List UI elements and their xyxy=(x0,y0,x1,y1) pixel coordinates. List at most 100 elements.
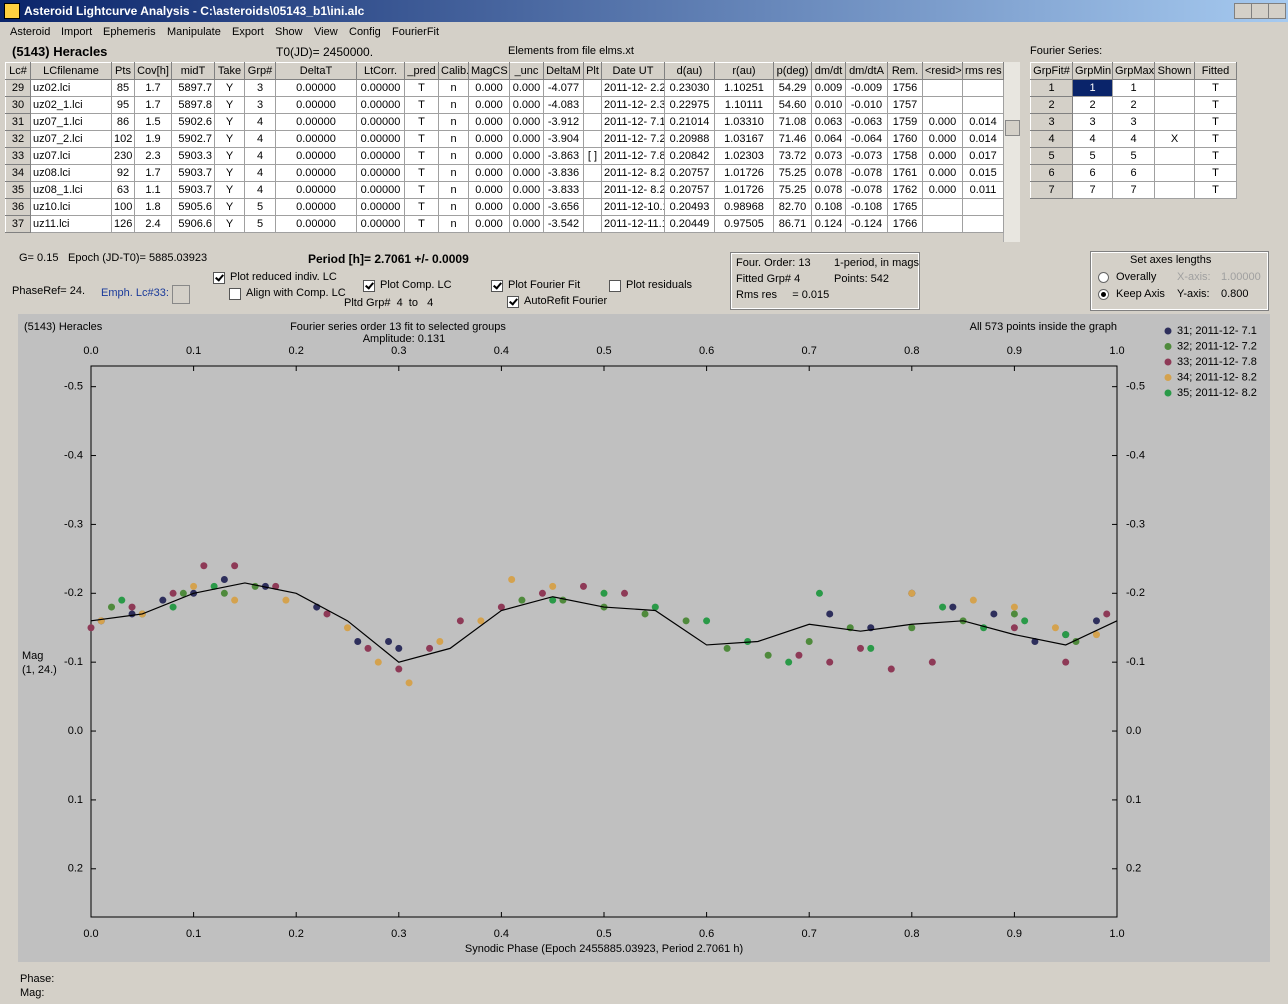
table-cell[interactable]: 1.03167 xyxy=(714,130,774,148)
menu-item[interactable]: Config xyxy=(349,26,381,38)
checkbox[interactable] xyxy=(229,288,241,300)
table-cell[interactable]: 0.015 xyxy=(962,164,1004,182)
checkbox[interactable] xyxy=(363,280,375,292)
table-cell[interactable]: -3.833 xyxy=(543,181,584,199)
table-cell[interactable]: 2011-12-11.1 xyxy=(601,215,665,233)
table-cell[interactable]: 4 xyxy=(244,130,276,148)
table-cell[interactable]: n xyxy=(438,198,469,216)
table-cell[interactable]: -0.009 xyxy=(845,79,888,97)
table-cell[interactable]: 0.21014 xyxy=(664,113,715,131)
table-cell[interactable]: 0.000 xyxy=(468,164,510,182)
table-cell[interactable]: 0.20842 xyxy=(664,147,715,165)
table-cell[interactable]: X xyxy=(1154,130,1195,148)
table-cell[interactable]: 1.7 xyxy=(134,164,172,182)
column-header[interactable]: DeltaM xyxy=(543,62,584,80)
table-cell[interactable]: T xyxy=(404,147,439,165)
table-cell[interactable]: 71.08 xyxy=(773,113,812,131)
table-cell[interactable]: n xyxy=(438,79,469,97)
table-cell[interactable]: 1.03310 xyxy=(714,113,774,131)
checkbox-label[interactable]: Align with Comp. LC xyxy=(246,287,346,299)
table-cell[interactable]: T xyxy=(404,215,439,233)
table-cell[interactable] xyxy=(1154,113,1195,131)
table-cell[interactable]: 1766 xyxy=(887,215,923,233)
table-cell[interactable]: 0.00000 xyxy=(356,215,405,233)
table-cell[interactable]: 0.000 xyxy=(509,181,544,199)
checkbox[interactable] xyxy=(507,296,519,308)
table-cell[interactable]: -0.108 xyxy=(845,198,888,216)
table-cell[interactable]: 7 xyxy=(1030,181,1073,199)
table-cell[interactable] xyxy=(583,130,602,148)
table-cell[interactable]: 0.00000 xyxy=(275,198,357,216)
table-cell[interactable]: -0.078 xyxy=(845,164,888,182)
table-cell[interactable]: 0.000 xyxy=(468,113,510,131)
table-cell[interactable]: n xyxy=(438,147,469,165)
table-cell[interactable]: 0.000 xyxy=(509,130,544,148)
table-cell[interactable]: 1.02303 xyxy=(714,147,774,165)
column-header[interactable]: GrpMin xyxy=(1072,62,1113,80)
table-cell[interactable]: 5 xyxy=(1072,147,1113,165)
table-cell[interactable] xyxy=(583,79,602,97)
table-cell[interactable]: 0.000 xyxy=(468,130,510,148)
table-cell[interactable]: 2011-12- 7.8 xyxy=(601,147,665,165)
column-header[interactable]: rms res xyxy=(962,62,1004,80)
table-cell[interactable]: 2011-12- 8.2 xyxy=(601,164,665,182)
table-cell[interactable]: uz08_1.lci xyxy=(30,181,112,199)
table-cell[interactable]: 29 xyxy=(5,79,31,97)
table-cell[interactable]: 1.01726 xyxy=(714,181,774,199)
table-cell[interactable]: 1 xyxy=(1072,79,1113,97)
table-cell[interactable]: 0.000 xyxy=(468,96,510,114)
table-cell[interactable]: 0.014 xyxy=(962,130,1004,148)
table-cell[interactable]: 0.23030 xyxy=(664,79,715,97)
table-cell[interactable]: Y xyxy=(214,181,245,199)
table-cell[interactable]: uz02_1.lci xyxy=(30,96,112,114)
table-cell[interactable]: 4 xyxy=(244,113,276,131)
table-cell[interactable]: 5 xyxy=(244,215,276,233)
table-cell[interactable]: 0.000 xyxy=(468,215,510,233)
scroll-thumb[interactable] xyxy=(1005,120,1020,136)
table-cell[interactable]: Y xyxy=(214,147,245,165)
table-cell[interactable]: 1.10111 xyxy=(714,96,774,114)
column-header[interactable]: dm/dtA xyxy=(845,62,888,80)
table-cell[interactable]: T xyxy=(1194,147,1237,165)
table-cell[interactable]: -4.077 xyxy=(543,79,584,97)
table-cell[interactable]: 4 xyxy=(1072,130,1113,148)
column-header[interactable]: midT xyxy=(171,62,215,80)
table-cell[interactable]: -0.063 xyxy=(845,113,888,131)
radio[interactable] xyxy=(1098,289,1109,300)
table-cell[interactable]: -3.656 xyxy=(543,198,584,216)
table-cell[interactable]: 5903.3 xyxy=(171,147,215,165)
table-cell[interactable]: 54.60 xyxy=(773,96,812,114)
table-cell[interactable]: T xyxy=(404,164,439,182)
table-cell[interactable]: 6 xyxy=(1112,164,1155,182)
table-cell[interactable]: 2011-12- 2.2 xyxy=(601,79,665,97)
table-cell[interactable] xyxy=(962,96,1004,114)
table-cell[interactable]: 0.00000 xyxy=(356,96,405,114)
table-cell[interactable]: 1760 xyxy=(887,130,923,148)
table-cell[interactable]: 0.000 xyxy=(468,198,510,216)
table-row[interactable]: 35 uz08_1.lci 63 1.1 5903.7 Y 4 0.00000 0.00000 T… xyxy=(5,181,1004,199)
table-cell[interactable]: 230 xyxy=(111,147,135,165)
table-cell[interactable] xyxy=(922,96,963,114)
table-cell[interactable]: 92 xyxy=(111,164,135,182)
column-header[interactable]: GrpMax xyxy=(1112,62,1155,80)
table-cell[interactable]: 1 xyxy=(1030,79,1073,97)
table-cell[interactable]: 0.20449 xyxy=(664,215,715,233)
column-header[interactable]: _pred xyxy=(404,62,439,80)
table-cell[interactable]: uz02.lci xyxy=(30,79,112,97)
table-cell[interactable]: T xyxy=(1194,113,1237,131)
table-cell[interactable] xyxy=(583,113,602,131)
table-cell[interactable]: 0.20757 xyxy=(664,164,715,182)
table-cell[interactable]: T xyxy=(404,181,439,199)
table-cell[interactable]: 3 xyxy=(1030,113,1073,131)
table-cell[interactable]: 0.014 xyxy=(962,113,1004,131)
table-cell[interactable]: n xyxy=(438,96,469,114)
table-cell[interactable]: T xyxy=(1194,79,1237,97)
table-cell[interactable]: 33 xyxy=(5,147,31,165)
table-cell[interactable]: 2011-12- 2.3 xyxy=(601,96,665,114)
menu-item[interactable]: Ephemeris xyxy=(103,26,156,38)
table-cell[interactable]: 0.000 xyxy=(468,79,510,97)
column-header[interactable]: _unc xyxy=(509,62,544,80)
table-cell[interactable]: 0.078 xyxy=(811,164,846,182)
